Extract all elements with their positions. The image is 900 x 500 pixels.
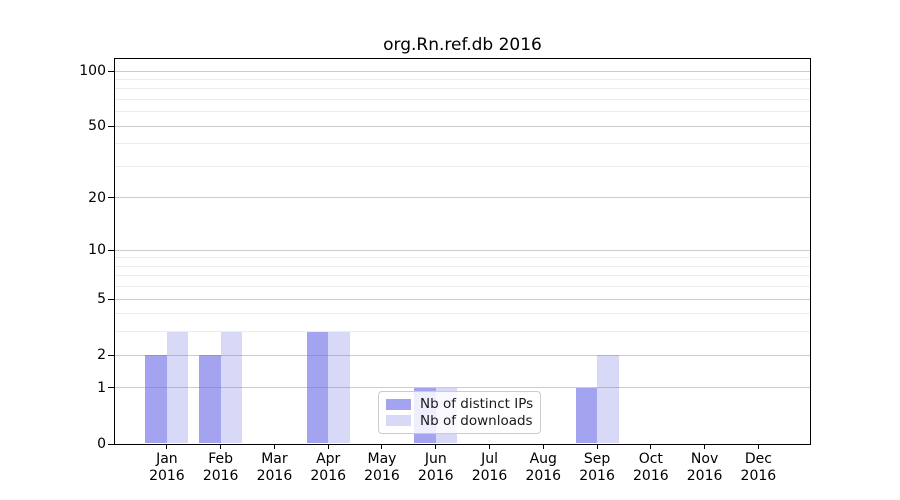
bar-distinct-ips-feb — [199, 355, 221, 443]
gridline-minor — [115, 313, 810, 315]
gridline-minor — [115, 88, 810, 90]
gridline-major — [115, 387, 810, 389]
y-tick-mark — [108, 354, 114, 356]
gridline-major — [115, 298, 810, 300]
bar-downloads-feb — [220, 331, 243, 443]
x-tick-mark — [327, 444, 329, 449]
y-tick-mark — [108, 443, 114, 445]
bar-distinct-ips-sep — [575, 387, 598, 443]
x-tick-label-nov: Nov 2016 — [686, 451, 723, 484]
y-tick-label: 10 — [88, 242, 106, 259]
y-tick-mark — [108, 298, 114, 300]
legend-swatch-downloads — [386, 415, 411, 427]
bar-downloads-jan — [166, 331, 189, 443]
legend-label-distinct-ips: Nb of distinct IPs — [420, 396, 534, 413]
gridline-major — [115, 125, 810, 127]
gridline-major — [115, 354, 810, 356]
y-tick-mark — [108, 125, 114, 127]
plot-area — [114, 58, 811, 445]
y-tick-label: 5 — [97, 291, 106, 308]
x-tick-mark — [650, 444, 652, 449]
gridline-minor — [115, 143, 810, 145]
y-tick-mark — [108, 249, 114, 251]
gridline-minor — [115, 286, 810, 288]
x-tick-mark — [596, 444, 598, 449]
bar-downloads-apr — [328, 331, 350, 443]
y-tick-label: 50 — [88, 118, 106, 135]
gridline-minor — [115, 265, 810, 267]
legend: Nb of distinct IPs Nb of downloads — [378, 391, 541, 434]
y-tick-label: 0 — [97, 436, 106, 452]
legend-swatch-distinct-ips — [386, 398, 411, 410]
y-tick-label: 100 — [79, 63, 106, 79]
x-tick-label-aug: Aug 2016 — [525, 451, 562, 484]
bar-downloads-sep — [597, 355, 619, 443]
y-tick-mark — [108, 197, 114, 199]
x-tick-label-sep: Sep 2016 — [579, 451, 615, 484]
x-tick-mark — [757, 444, 759, 449]
bar-distinct-ips-jan — [145, 355, 167, 443]
legend-item-downloads: Nb of downloads — [386, 413, 533, 429]
gridline-minor — [115, 275, 810, 277]
x-tick-mark — [489, 444, 491, 449]
gridline-minor — [115, 78, 810, 80]
x-tick-label-jun: Jun 2016 — [417, 451, 454, 484]
x-tick-label-mar: Mar 2016 — [256, 451, 293, 484]
y-tick-label: 2 — [97, 347, 106, 364]
y-tick-label: 20 — [88, 189, 106, 206]
x-tick-mark — [220, 444, 222, 449]
legend-item-distinct-ips: Nb of distinct IPs — [386, 396, 533, 412]
x-tick-mark — [273, 444, 275, 449]
gridline-minor — [115, 98, 810, 100]
x-tick-mark — [704, 444, 706, 449]
y-tick-mark — [108, 70, 114, 72]
y-tick-label: 1 — [97, 379, 106, 396]
gridline-major — [115, 70, 810, 72]
gridline-major — [115, 249, 810, 251]
legend-label-downloads: Nb of downloads — [420, 412, 533, 429]
x-tick-mark — [435, 444, 437, 449]
x-tick-label-apr: Apr 2016 — [310, 451, 347, 484]
x-tick-label-feb: Feb 2016 — [202, 451, 239, 484]
gridline-minor — [115, 331, 810, 333]
x-tick-label-jan: Jan 2016 — [149, 451, 185, 484]
x-tick-label-may: May 2016 — [364, 451, 400, 484]
x-tick-mark — [542, 444, 544, 449]
bar-distinct-ips-apr — [306, 331, 329, 443]
x-tick-mark — [381, 444, 383, 449]
gridline-minor — [115, 257, 810, 259]
gridline-minor — [115, 111, 810, 113]
gridline-minor — [115, 165, 810, 167]
x-tick-label-oct: Oct 2016 — [633, 451, 669, 484]
x-tick-label-dec: Dec 2016 — [740, 451, 777, 484]
chart-title: org.Rn.ref.db 2016 — [383, 35, 542, 55]
y-tick-mark — [108, 387, 114, 389]
gridline-major — [115, 197, 810, 199]
x-tick-mark — [166, 444, 168, 449]
x-tick-label-jul: Jul 2016 — [471, 451, 508, 484]
